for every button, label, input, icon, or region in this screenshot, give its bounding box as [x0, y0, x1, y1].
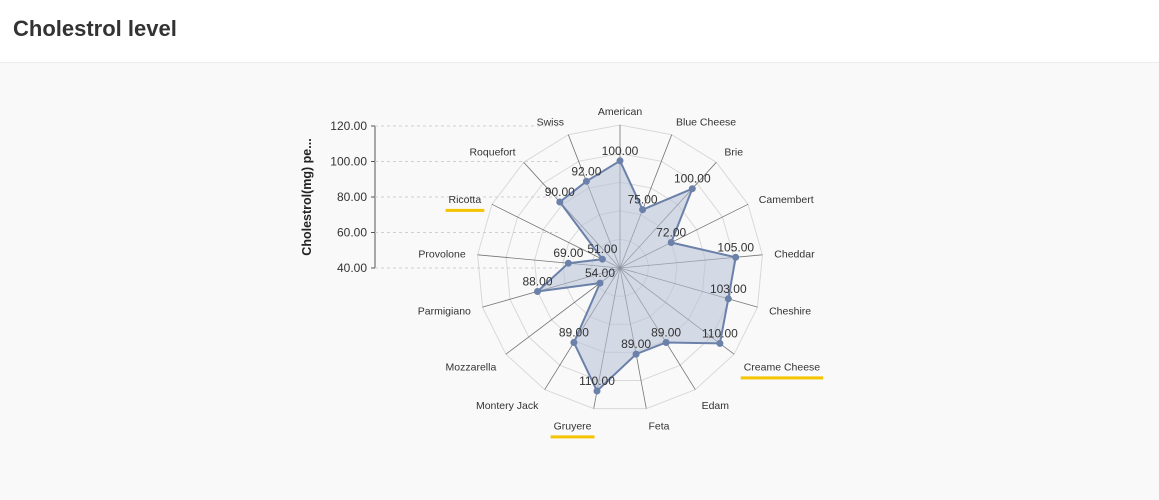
- y-tick-label: 60.00: [337, 226, 367, 240]
- category-label: Feta: [649, 420, 670, 432]
- data-label: 110.00: [579, 374, 615, 388]
- data-point: [716, 339, 724, 347]
- y-tick-label: 80.00: [337, 190, 367, 204]
- category-label: Brie: [724, 147, 743, 159]
- data-point: [724, 295, 732, 303]
- data-point: [593, 387, 601, 395]
- category-label: Montery Jack: [476, 400, 539, 412]
- category-label: Roquefort: [469, 147, 515, 159]
- data-point: [639, 206, 647, 214]
- data-label: 51.00: [587, 242, 617, 256]
- category-highlight-underline: [740, 376, 824, 380]
- data-point: [582, 177, 590, 185]
- y-axis-title: Cholestrol(mg) pe...: [300, 138, 314, 255]
- category-label: Cheddar: [774, 249, 815, 261]
- category-highlight-underline: [550, 435, 595, 439]
- data-label: 88.00: [522, 275, 552, 289]
- category-highlight-underline: [445, 208, 485, 212]
- category-label: Creame Cheese: [744, 361, 821, 373]
- data-label: 90.00: [545, 185, 575, 199]
- category-label: Blue Cheese: [676, 117, 736, 129]
- data-label: 100.00: [602, 144, 639, 158]
- data-label: 75.00: [628, 193, 658, 207]
- data-point: [598, 255, 606, 263]
- data-label: 89.00: [651, 326, 681, 340]
- data-point: [564, 259, 572, 267]
- category-label: Gruyere: [554, 420, 592, 432]
- category-label: Ricotta: [449, 194, 482, 206]
- data-label: 72.00: [656, 226, 686, 240]
- data-label: 89.00: [621, 337, 651, 351]
- data-point: [570, 339, 578, 346]
- category-label: American: [598, 106, 643, 118]
- category-label: Edam: [702, 400, 730, 412]
- data-point: [632, 350, 640, 358]
- category-label: Cheshire: [769, 305, 811, 317]
- data-point: [596, 279, 604, 287]
- data-point: [662, 339, 670, 346]
- data-point: [616, 157, 624, 165]
- radar-spoke: [491, 203, 621, 269]
- radar-grid-ring: [505, 153, 735, 381]
- data-label: 89.00: [559, 326, 589, 340]
- category-label: Parmigiano: [418, 305, 471, 317]
- data-point: [556, 198, 564, 206]
- data-point: [688, 185, 696, 193]
- data-point: [667, 239, 675, 246]
- data-label: 69.00: [553, 246, 583, 260]
- data-label: 105.00: [717, 240, 754, 254]
- page-title: Cholestrol level: [13, 16, 177, 41]
- category-label: Provolone: [418, 249, 465, 261]
- y-tick-label: 40.00: [337, 261, 367, 275]
- category-label: Mozzarella: [446, 361, 497, 373]
- data-point: [732, 253, 740, 261]
- series-area: [534, 159, 737, 393]
- data-label: 54.00: [585, 266, 615, 280]
- data-label: 110.00: [702, 326, 738, 340]
- category-label: Camembert: [759, 194, 814, 206]
- data-label: 100.00: [674, 172, 711, 186]
- page-header: Cholestrol level: [0, 0, 1159, 63]
- data-label: 103.00: [710, 282, 747, 296]
- y-tick-label: 120.00: [330, 119, 367, 133]
- category-label: Swiss: [537, 117, 564, 129]
- y-tick-label: 100.00: [330, 155, 367, 169]
- data-point: [534, 288, 541, 295]
- data-label: 92.00: [571, 164, 601, 178]
